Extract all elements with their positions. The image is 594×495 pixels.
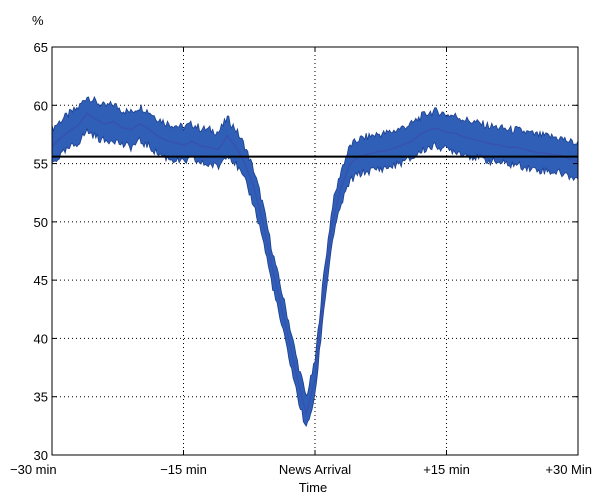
y-tick-label: 50	[34, 215, 48, 230]
y-tick-label: 30	[34, 448, 48, 463]
series-band	[51, 95, 579, 428]
x-tick-label: +30 Min	[545, 462, 592, 477]
y-tick-label: 40	[34, 331, 48, 346]
ticks	[51, 46, 579, 456]
x-tick-labels: −30 min −15 min News Arrival +15 min +30 Min	[10, 462, 592, 477]
x-tick-label: +15 min	[423, 462, 470, 477]
series-center-line	[51, 112, 579, 415]
y-tick-label: 45	[34, 273, 48, 288]
x-tick-label: News Arrival	[279, 462, 351, 477]
y-tick-labels: 30 35 40 45 50 55 60 65	[34, 40, 48, 463]
y-axis-label: %	[32, 13, 44, 28]
x-axis-label: Time	[299, 480, 327, 495]
x-tick-label: −15 min	[160, 462, 207, 477]
y-tick-label: 60	[34, 98, 48, 113]
y-tick-label: 65	[34, 40, 48, 55]
y-tick-label: 55	[34, 157, 48, 172]
y-tick-label: 35	[34, 390, 48, 405]
x-tick-label: −30 min	[10, 462, 57, 477]
